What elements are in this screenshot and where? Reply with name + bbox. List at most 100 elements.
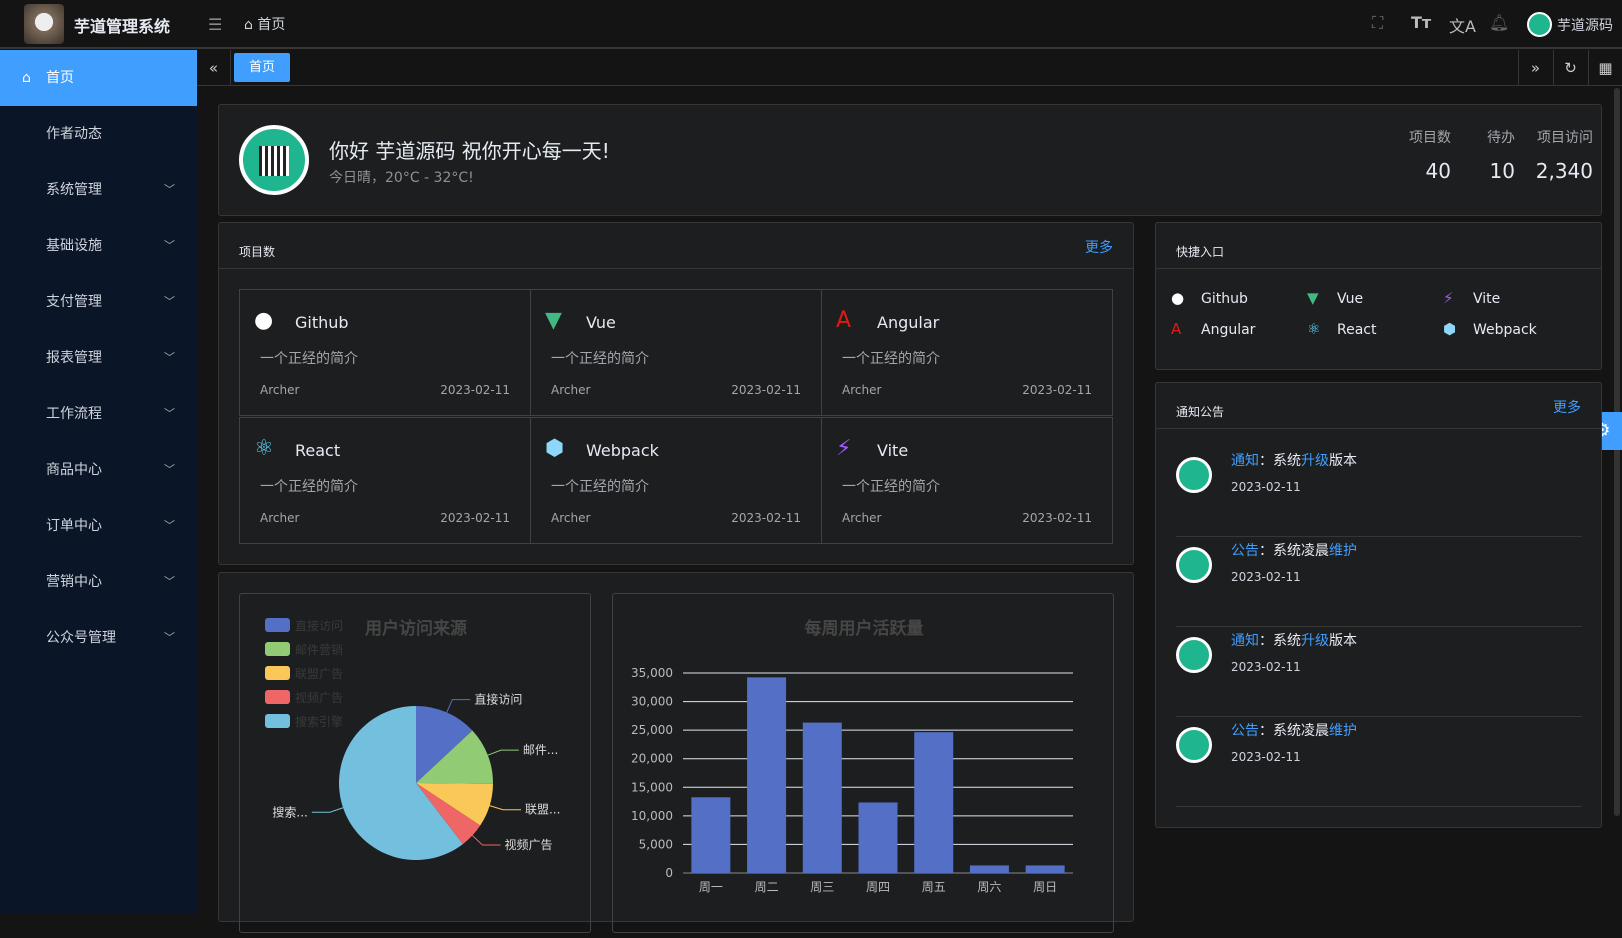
notice-item[interactable]: 公告：系统凌晨维护 2023-02-11: [1176, 537, 1582, 627]
sidebar-item[interactable]: 报表管理 ﹀: [0, 330, 197, 386]
project-card[interactable]: ▼ Vue 一个正经的简介 Archer 2023-02-11: [530, 289, 822, 416]
avatar: [1176, 547, 1212, 583]
translate-icon[interactable]: 文A: [1449, 17, 1476, 36]
refresh-icon[interactable]: ↻: [1553, 50, 1587, 86]
grid-menu-icon[interactable]: ▦: [1588, 50, 1622, 86]
greeting: 你好 芋道源码 祝你开心每一天!: [329, 139, 610, 163]
bell-icon[interactable]: 🔔︎: [1489, 13, 1510, 32]
project-card[interactable]: ⚛ React 一个正经的简介 Archer 2023-02-11: [239, 417, 531, 544]
stat-label: 项目数: [1409, 130, 1451, 146]
sidebar-item[interactable]: 营销中心 ﹀: [0, 554, 197, 610]
pie-slice[interactable]: [416, 783, 493, 826]
user-name[interactable]: 芋道源码: [1557, 18, 1613, 34]
notice-item[interactable]: 通知：系统升级版本 2023-02-11: [1176, 447, 1582, 537]
quick-entry-label: React: [1337, 322, 1377, 338]
scrollbar[interactable]: [1614, 88, 1620, 816]
bar[interactable]: [691, 797, 731, 873]
bar[interactable]: [747, 677, 787, 873]
projects-card: 项目数 更多 ● Github 一个正经的简介 Archer 2023-02-11 ▼ Vu…: [218, 222, 1134, 565]
breadcrumb[interactable]: ⌂ 首页: [244, 14, 285, 34]
notice-post: 版本: [1329, 453, 1357, 469]
quick-entry[interactable]: ⚛ React: [1307, 320, 1376, 338]
quick-entry[interactable]: ⬢ Webpack: [1443, 320, 1537, 338]
legend-swatch[interactable]: [265, 690, 290, 704]
project-name: Github: [295, 313, 349, 332]
notice-text[interactable]: 公告：系统凌晨维护: [1231, 540, 1357, 560]
legend-swatch[interactable]: [265, 642, 290, 656]
pie-label: 视频广告: [505, 837, 553, 852]
bar[interactable]: [1025, 865, 1065, 873]
bar[interactable]: [914, 732, 954, 873]
notice-text[interactable]: 通知：系统升级版本: [1231, 450, 1357, 470]
stat-value: 2,340: [1535, 159, 1593, 183]
project-name: Vite: [877, 441, 909, 460]
project-desc: 一个正经的简介: [260, 479, 358, 495]
quick-entry[interactable]: ● Github: [1171, 289, 1248, 307]
notice-type: 通知: [1231, 633, 1259, 649]
legend-label[interactable]: 联盟广告: [295, 667, 343, 681]
sidebar-item[interactable]: 商品中心 ﹀: [0, 442, 197, 498]
notice-text[interactable]: 通知：系统升级版本: [1231, 630, 1357, 650]
bar-chart: 每周用户活跃量 0 5,000 10,000 15,000 20,000 25,000 30,…: [631, 618, 1073, 894]
bar[interactable]: [969, 865, 1009, 873]
pie-slice[interactable]: [416, 783, 481, 845]
scroll-right-icon[interactable]: »: [1518, 50, 1552, 86]
notice-type: 通知: [1231, 453, 1259, 469]
tab-home[interactable]: 首页: [234, 53, 290, 82]
project-card[interactable]: ⬢ Webpack 一个正经的简介 Archer 2023-02-11: [530, 417, 822, 544]
sidebar-item-label: 作者动态: [46, 126, 102, 142]
pie-slice[interactable]: [339, 706, 463, 860]
notice-item[interactable]: 通知：系统升级版本 2023-02-11: [1176, 627, 1582, 717]
project-date: 2023-02-11: [731, 383, 801, 397]
quick-entry[interactable]: A Angular: [1171, 320, 1255, 338]
legend-label[interactable]: 视频广告: [295, 690, 343, 705]
pie-label-line: [471, 835, 501, 846]
project-author: Archer: [260, 511, 300, 525]
pie-label-line: [487, 749, 519, 756]
quick-entry[interactable]: ▼ Vue: [1307, 289, 1363, 307]
pie-label: 搜索...: [272, 804, 307, 819]
notice-text[interactable]: 公告：系统凌晨维护: [1231, 720, 1357, 740]
legend-label[interactable]: 直接访问: [295, 618, 343, 633]
project-date: 2023-02-11: [731, 511, 801, 525]
quick-entry[interactable]: ⚡ Vite: [1443, 289, 1500, 307]
sidebar-item[interactable]: ⌂ 首页: [0, 50, 197, 106]
x-tick-label: 周四: [866, 880, 890, 894]
project-card[interactable]: A Angular 一个正经的简介 Archer 2023-02-11: [821, 289, 1113, 416]
legend-swatch[interactable]: [265, 714, 290, 728]
chevron-down-icon: ﹀: [164, 519, 175, 532]
y-tick-label: 30,000: [631, 695, 673, 709]
sidebar-item[interactable]: 公众号管理 ﹀: [0, 610, 197, 666]
notice-item[interactable]: 公告：系统凌晨维护 2023-02-11: [1176, 717, 1582, 807]
notice-sep: ：: [1259, 633, 1273, 649]
sidebar-item[interactable]: 作者动态: [0, 106, 197, 162]
avatar[interactable]: [1527, 12, 1552, 37]
pie-slice[interactable]: [416, 706, 473, 783]
sidebar-item-label: 支付管理: [46, 294, 102, 310]
sidebar-item[interactable]: 系统管理 ﹀: [0, 162, 197, 218]
bar[interactable]: [858, 802, 898, 873]
sidebar-item[interactable]: 基础设施 ﹀: [0, 218, 197, 274]
projects-more-link[interactable]: 更多: [1085, 240, 1113, 256]
legend-label[interactable]: 邮件营销: [295, 643, 343, 657]
bar[interactable]: [802, 722, 842, 873]
legend-swatch[interactable]: [265, 666, 290, 680]
sidebar-item[interactable]: 工作流程 ﹀: [0, 386, 197, 442]
project-card[interactable]: ⚡ Vite 一个正经的简介 Archer 2023-02-11: [821, 417, 1113, 544]
legend-label[interactable]: 搜索引擎: [295, 714, 343, 729]
hamburger-icon[interactable]: ☰: [208, 15, 223, 34]
legend-swatch[interactable]: [265, 618, 290, 632]
notice-hl: 升级: [1301, 633, 1329, 649]
x-tick-label: 周二: [755, 880, 779, 894]
scroll-left-icon[interactable]: «: [197, 50, 231, 86]
sidebar-item[interactable]: 订单中心 ﹀: [0, 498, 197, 554]
chevron-down-icon: ﹀: [164, 239, 175, 252]
project-card[interactable]: ● Github 一个正经的简介 Archer 2023-02-11: [239, 289, 531, 416]
notices-more-link[interactable]: 更多: [1553, 400, 1581, 416]
pie-slice[interactable]: [416, 730, 493, 784]
stat-label: 项目访问: [1537, 130, 1593, 146]
vue-icon: ▼: [545, 308, 562, 333]
sidebar-item[interactable]: 支付管理 ﹀: [0, 274, 197, 330]
fullscreen-icon[interactable]: ⛶: [1372, 13, 1384, 32]
font-size-icon[interactable]: Tт: [1411, 13, 1432, 32]
